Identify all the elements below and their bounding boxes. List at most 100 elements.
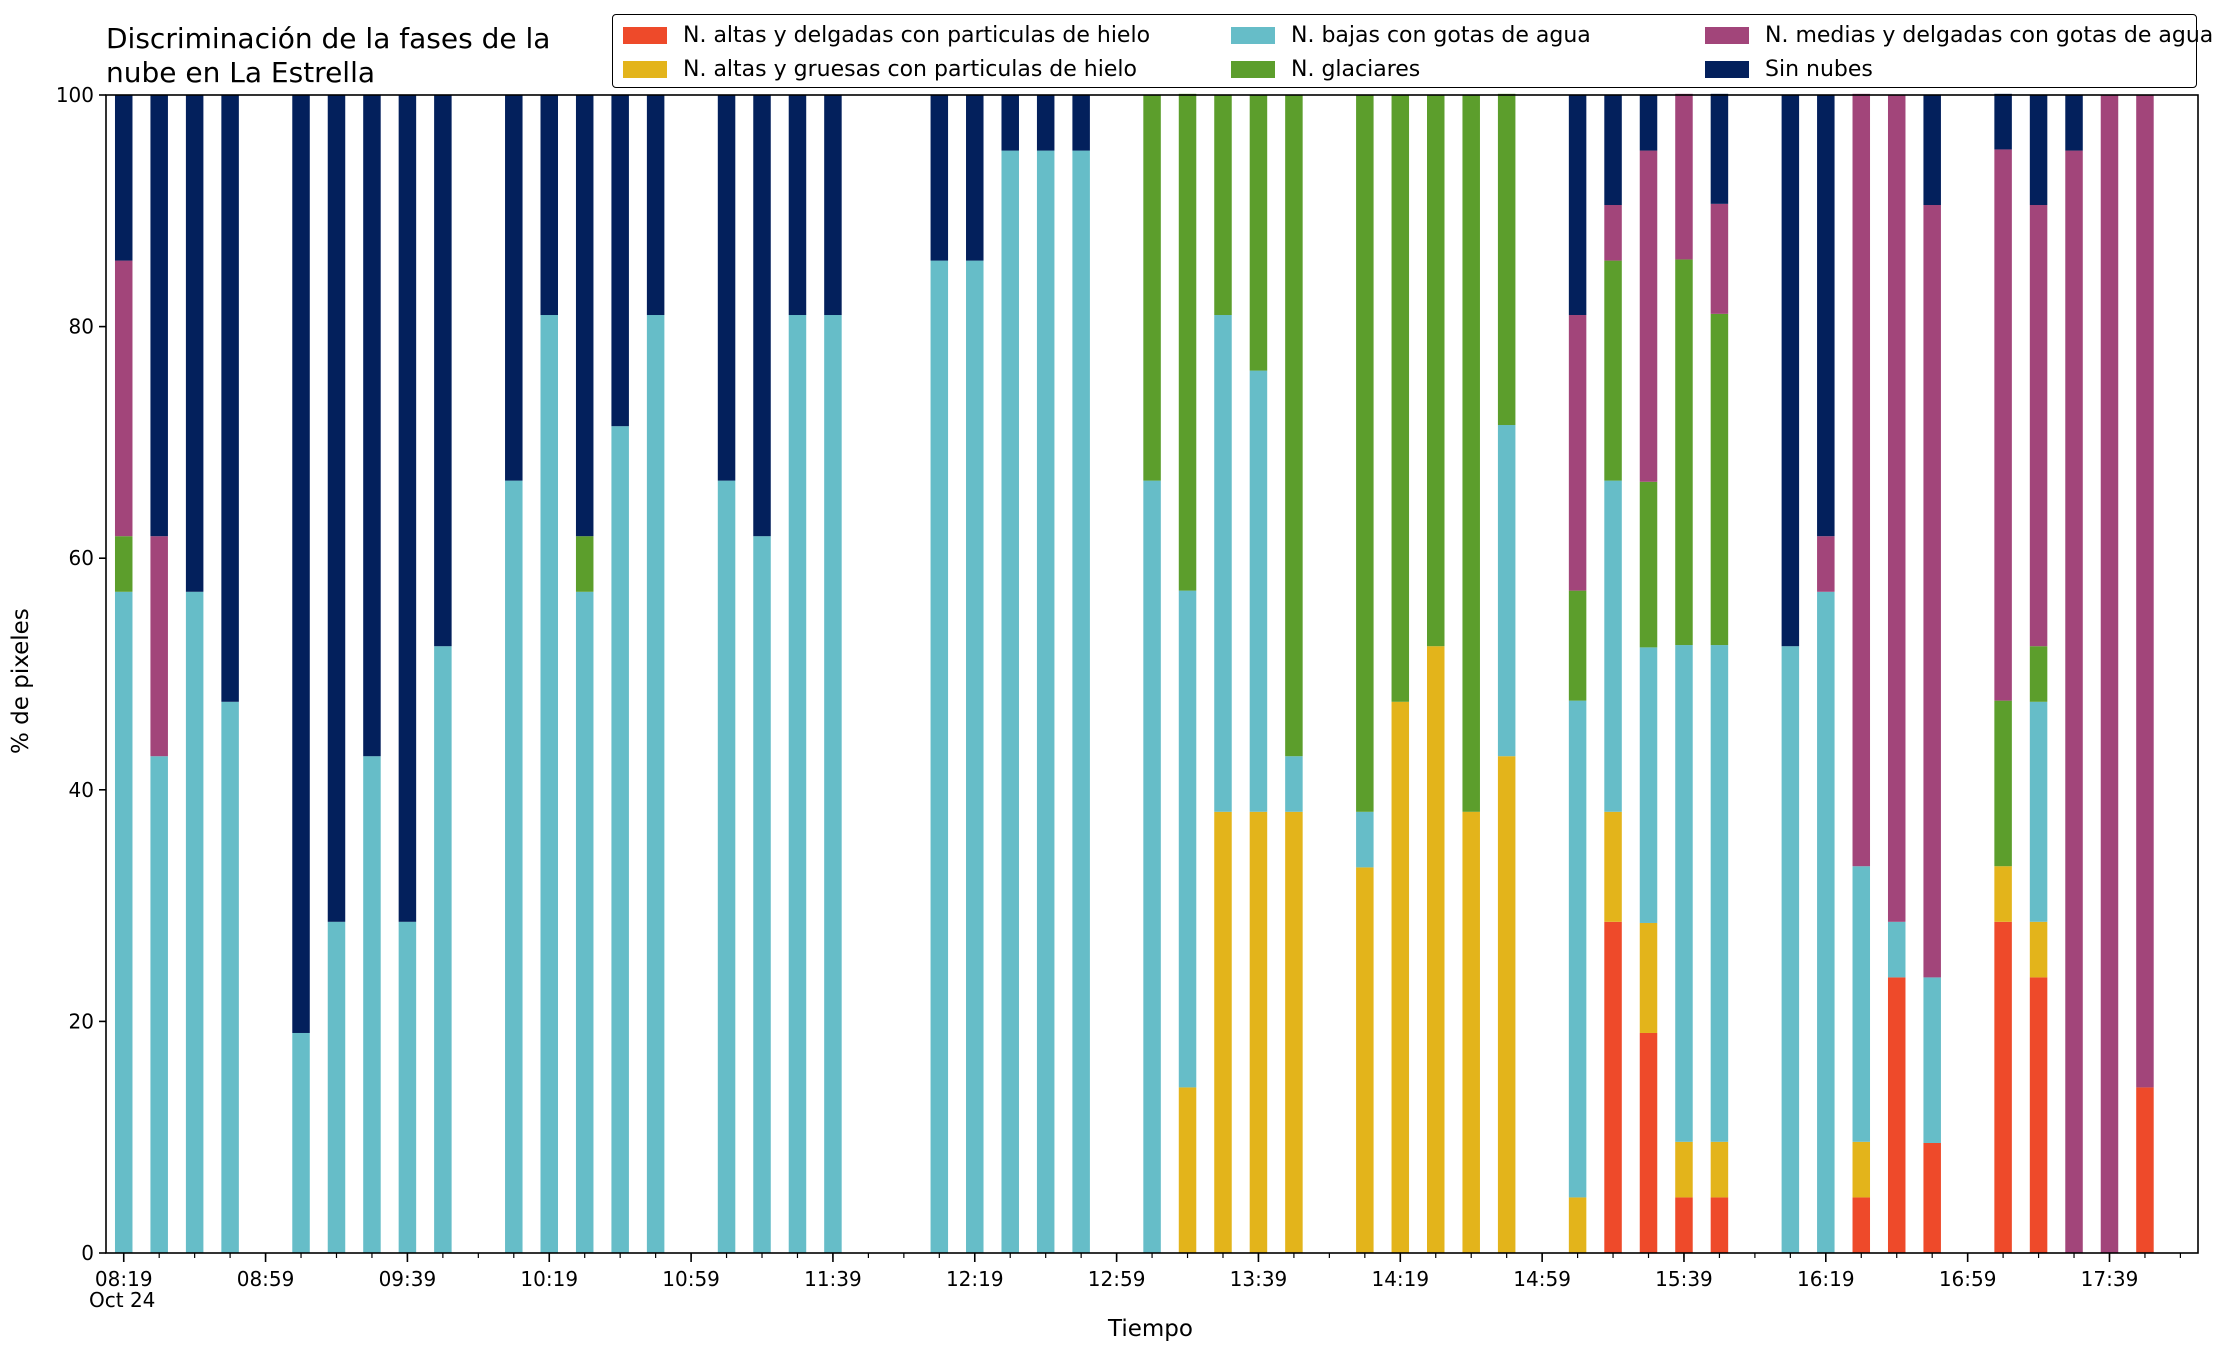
- bar-segment-1: [2029, 921, 2048, 978]
- bar-segment-4: [1852, 93, 1871, 867]
- bar-segment-5: [1781, 95, 1800, 647]
- bar-segment-0: [1639, 1032, 1658, 1253]
- bar-segment-2: [1356, 811, 1374, 868]
- chart-title: Discriminación de la fases de la nube en…: [106, 22, 551, 89]
- bar-segment-2: [1178, 590, 1197, 1088]
- bar-segment-0: [1923, 1142, 1941, 1253]
- bar-segment-5: [611, 95, 629, 427]
- x-axis-date-label: Oct 24: [89, 1288, 156, 1312]
- bar-segment-3: [1249, 95, 1268, 371]
- bar-segment-1: [1604, 811, 1622, 922]
- bar-segment-4: [2100, 95, 2119, 1253]
- bar-segment-4: [1994, 149, 2012, 701]
- bar-segment-2: [1604, 480, 1622, 812]
- bar-segment-2: [150, 756, 168, 1253]
- bar-segment-2: [930, 260, 949, 1253]
- bar-segment-2: [1214, 315, 1232, 812]
- bar-segment-5: [114, 95, 133, 261]
- bar-segment-5: [1001, 95, 1019, 151]
- bar-segment-2: [540, 315, 558, 1253]
- y-tick-label: 60: [69, 546, 94, 570]
- bar-segment-1: [1852, 1141, 1871, 1198]
- legend-item: N. medias y delgadas con gotas de agua: [1705, 18, 2213, 52]
- bar-segment-2: [327, 921, 346, 1253]
- x-tick-label: 08:19: [95, 1267, 153, 1291]
- y-tick-label: 40: [69, 778, 94, 802]
- x-tick-label: 16:19: [1797, 1267, 1855, 1291]
- bar-segment-0: [1994, 921, 2012, 1253]
- bar-segment-3: [1214, 95, 1232, 316]
- bar-segment-2: [398, 921, 417, 1253]
- bar-segment-0: [1710, 1197, 1729, 1253]
- bar-segment-1: [1639, 922, 1658, 1033]
- bar-segment-2: [185, 591, 204, 1253]
- bar-segment-3: [1143, 95, 1161, 481]
- x-tick-label: 10:59: [662, 1267, 720, 1291]
- bar-segment-2: [966, 260, 984, 1253]
- bar-segment-5: [150, 95, 168, 537]
- bar-segment-5: [966, 95, 984, 261]
- x-tick-label: 10:19: [520, 1267, 578, 1291]
- bar-segment-4: [1604, 205, 1622, 261]
- bar-segment-2: [1285, 756, 1303, 812]
- bar-segment-5: [575, 95, 594, 537]
- x-tick-label: 12:19: [946, 1267, 1004, 1291]
- bar-segment-2: [221, 701, 239, 1253]
- bar-segment-3: [1639, 481, 1658, 648]
- legend-label: N. altas y delgadas con particulas de hi…: [683, 22, 1151, 48]
- bar-segment-3: [1462, 95, 1480, 812]
- legend-label: N. altas y gruesas con particulas de hie…: [683, 56, 1137, 82]
- bar-segment-5: [824, 95, 842, 316]
- bar-segment-5: [717, 95, 736, 481]
- x-tick-label: 12:59: [1088, 1267, 1146, 1291]
- bar-segment-2: [2029, 701, 2048, 922]
- bar-segment-5: [1710, 93, 1729, 204]
- legend-label: N. medias y delgadas con gotas de agua: [1765, 22, 2214, 48]
- bar-segment-2: [753, 536, 771, 1253]
- bar-segment-4: [150, 536, 168, 757]
- x-tick-label: 14:59: [1513, 1267, 1571, 1291]
- bar-segment-2: [1036, 150, 1055, 1254]
- legend-swatch: [1231, 60, 1275, 78]
- bar-segment-4: [1710, 203, 1729, 314]
- bar-segment-3: [1710, 313, 1729, 646]
- bar-segment-2: [363, 756, 381, 1253]
- bar-segment-2: [646, 315, 665, 1253]
- bar-segment-1: [1214, 811, 1232, 1253]
- chart-bars: [114, 93, 2154, 1254]
- bar-segment-4: [2065, 150, 2083, 1254]
- legend-item: N. bajas con gotas de agua: [1231, 18, 1591, 52]
- x-tick-label: 15:39: [1655, 1267, 1713, 1291]
- bar-segment-1: [1568, 1197, 1587, 1253]
- bar-segment-2: [1568, 700, 1587, 1198]
- legend-label: Sin nubes: [1765, 56, 1873, 82]
- bar-segment-3: [1675, 259, 1693, 646]
- bar-segment-1: [1427, 646, 1445, 1253]
- bar-segment-4: [1817, 536, 1835, 592]
- bar-segment-1: [1710, 1141, 1729, 1198]
- bar-segment-2: [114, 591, 133, 1253]
- x-axis-label: Tiempo: [1108, 1316, 1193, 1342]
- bar-segment-5: [646, 95, 665, 316]
- bar-segment-5: [434, 95, 452, 647]
- bar-segment-5: [1036, 95, 1055, 151]
- bar-segment-3: [1356, 95, 1374, 812]
- y-tick-label: 80: [69, 315, 94, 339]
- bar-segment-5: [398, 95, 417, 922]
- bar-segment-3: [1391, 95, 1410, 702]
- bar-segment-5: [1994, 93, 2012, 150]
- bar-segment-2: [1001, 150, 1019, 1254]
- bar-segment-2: [1497, 425, 1516, 757]
- x-tick-label: 08:59: [237, 1267, 295, 1291]
- legend-label: N. glaciares: [1291, 56, 1421, 82]
- bar-segment-5: [221, 95, 239, 702]
- bar-segment-4: [1923, 205, 1941, 978]
- bar-segment-5: [540, 95, 558, 316]
- bar-segment-5: [2029, 95, 2048, 206]
- bar-segment-5: [930, 95, 949, 261]
- bar-segment-1: [1285, 811, 1303, 1253]
- bar-segment-5: [1817, 95, 1835, 537]
- bar-segment-3: [1604, 260, 1622, 481]
- legend-item: N. glaciares: [1231, 52, 1420, 86]
- bar-segment-2: [575, 591, 594, 1253]
